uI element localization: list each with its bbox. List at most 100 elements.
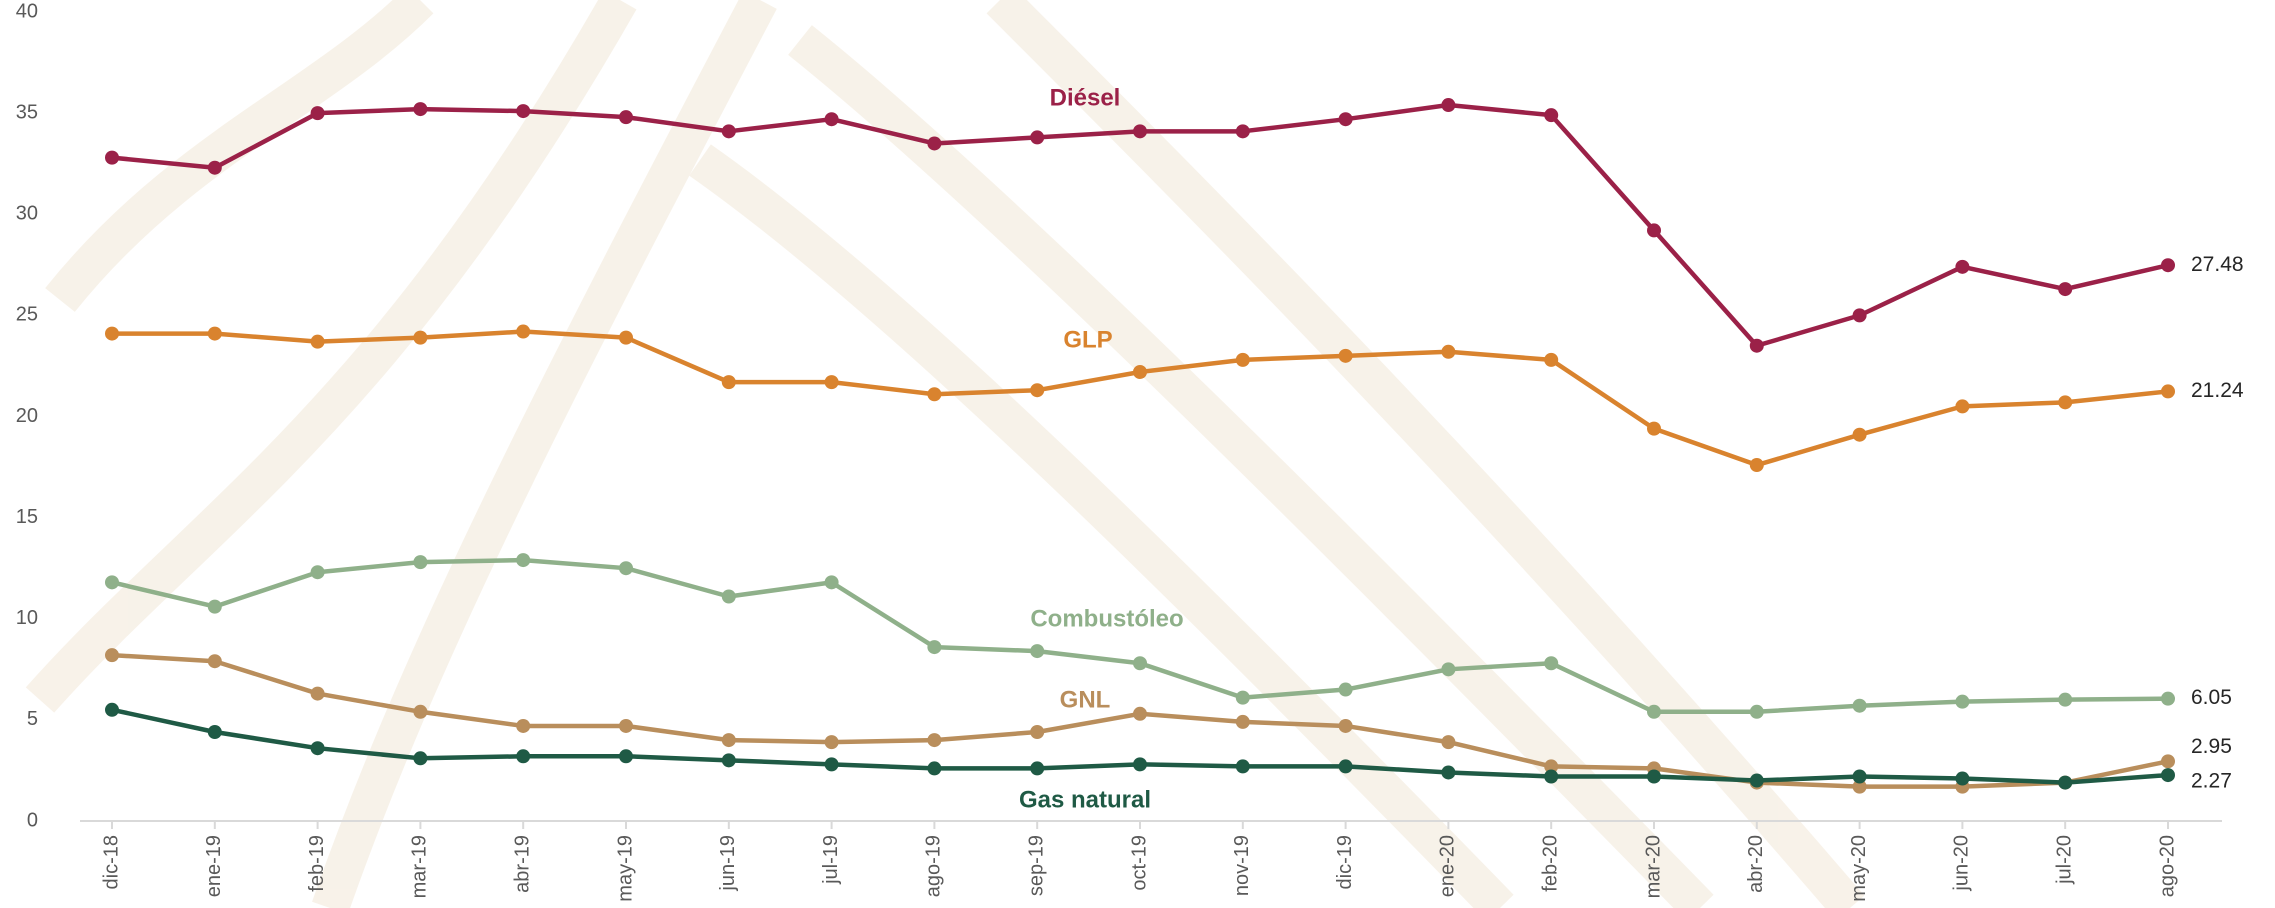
data-point (1133, 365, 1147, 380)
data-point (105, 326, 119, 341)
data-point (1647, 421, 1661, 436)
y-tick-label: 35 (16, 101, 38, 123)
data-point (927, 761, 942, 776)
data-point (1030, 130, 1045, 145)
data-point (1955, 694, 1970, 709)
data-point (207, 725, 222, 740)
data-point (824, 735, 839, 750)
x-tick-label: sep-19 (1025, 835, 1047, 896)
data-point (721, 375, 736, 390)
x-tick-label: dic-19 (1334, 835, 1356, 889)
x-tick-label: dic-18 (100, 835, 122, 889)
x-tick-label: jul-19 (820, 835, 842, 885)
x-tick-label: may-20 (1848, 835, 1870, 902)
data-point (1647, 223, 1661, 238)
y-tick-label: 40 (16, 0, 38, 22)
data-point (1030, 644, 1045, 659)
data-point (927, 733, 942, 748)
data-point (413, 704, 428, 719)
data-point (824, 375, 839, 390)
x-tick-label: mar-20 (1642, 835, 1664, 898)
data-point (1338, 759, 1353, 774)
data-point (413, 330, 428, 345)
y-tick-label: 30 (16, 203, 38, 225)
data-point (105, 702, 119, 717)
data-point (413, 751, 428, 766)
data-point (516, 324, 531, 339)
data-point (1852, 769, 1867, 784)
data-point (1338, 348, 1353, 363)
data-point (1441, 344, 1456, 359)
data-point (1544, 352, 1559, 367)
series-label: GLP (1063, 326, 1112, 353)
data-point (1133, 706, 1147, 721)
x-tick-label: may-19 (614, 835, 636, 902)
data-point (310, 334, 325, 349)
data-point (1852, 779, 1867, 794)
data-point (1544, 769, 1559, 784)
data-point (1749, 773, 1764, 788)
x-tick-label: mar-19 (409, 835, 431, 898)
data-point (1235, 352, 1250, 367)
data-point (721, 753, 736, 768)
data-point (721, 589, 736, 604)
data-point (1955, 771, 1970, 786)
end-value-label: 2.27 (2191, 770, 2232, 793)
x-tick-label: abr-20 (1745, 835, 1767, 893)
data-point (310, 741, 325, 756)
data-point (516, 553, 531, 568)
data-point (105, 648, 119, 663)
y-tick-label: 10 (16, 607, 38, 629)
end-value-label: 2.95 (2191, 735, 2232, 758)
y-tick-label: 0 (27, 809, 38, 831)
x-tick-label: jul-20 (2053, 835, 2075, 885)
data-point (413, 555, 428, 570)
data-point (1030, 383, 1045, 398)
end-value-label: 21.24 (2191, 379, 2244, 402)
data-point (1030, 761, 1045, 776)
data-point (2058, 775, 2073, 790)
data-point (1133, 757, 1147, 772)
data-point (516, 718, 531, 733)
data-point (2161, 258, 2175, 273)
data-point (1955, 259, 1970, 274)
data-point (2161, 768, 2175, 783)
y-tick-label: 15 (16, 506, 38, 528)
data-point (516, 104, 531, 119)
series-label: Combustóleo (1030, 605, 1183, 632)
data-point (413, 102, 428, 117)
data-point (1749, 338, 1764, 353)
data-point (1441, 662, 1456, 677)
end-value-label: 27.48 (2191, 253, 2244, 276)
data-point (2058, 282, 2073, 297)
y-tick-label: 20 (16, 405, 38, 427)
data-point (1544, 759, 1559, 774)
data-point (927, 136, 942, 151)
data-point (1852, 308, 1867, 323)
data-point (1133, 124, 1147, 139)
data-point (1749, 704, 1764, 719)
data-point (1235, 690, 1250, 705)
data-point (1852, 698, 1867, 713)
data-point (1338, 718, 1353, 733)
data-point (2161, 691, 2175, 706)
data-point (619, 330, 633, 345)
series-label: Diésel (1050, 84, 1121, 111)
data-point (1852, 427, 1867, 442)
data-point (105, 575, 119, 590)
x-tick-label: ago-19 (923, 835, 945, 897)
x-tick-label: abr-19 (511, 835, 533, 893)
data-point (1235, 124, 1250, 139)
x-tick-label: ago-20 (2156, 835, 2178, 897)
watermark (25, 0, 1865, 908)
x-tick-label: oct-19 (1128, 835, 1150, 891)
data-point (207, 654, 222, 669)
data-point (2161, 384, 2175, 399)
data-point (207, 326, 222, 341)
data-point (1955, 399, 1970, 414)
data-point (1338, 112, 1353, 127)
data-point (1235, 714, 1250, 729)
data-point (1441, 735, 1456, 750)
data-point (1544, 656, 1559, 671)
